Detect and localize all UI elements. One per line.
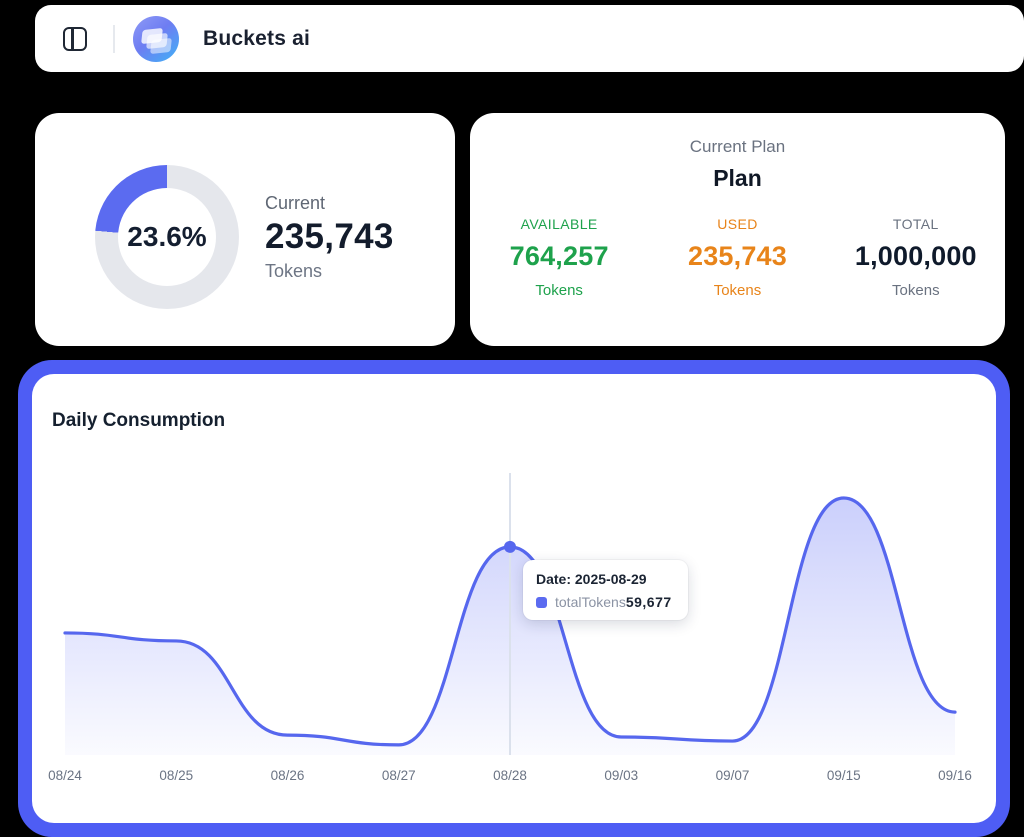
x-axis-label: 08/27 [382,768,416,783]
chart-card-highlight-border: Daily Consumption 08/24 08/25 08/26 08/27 08… [18,360,1010,837]
tooltip-series-value: 59,677 [625,594,672,610]
plan-card: Current Plan Plan AVAILABLE 764,257 Toke… [470,113,1005,346]
x-axis-label: 09/07 [716,768,750,783]
topbar: Buckets ai [35,5,1024,72]
highlight-point-marker [504,540,516,553]
stat-used-label: USED [717,216,758,232]
stat-total-label: TOTAL [892,216,939,232]
usage-donut-chart: 23.6% [95,165,239,309]
stat-available-unit: Tokens [535,282,583,299]
logo-layer [150,37,172,54]
x-axis-label: 09/03 [604,768,638,783]
stat-used-unit: Tokens [713,282,762,299]
plan-stats-row: AVAILABLE 764,257 Tokens USED 235,743 To… [470,216,1005,299]
x-axis-label: 08/24 [48,768,82,783]
plan-title: Plan [713,165,762,191]
app-logo-icon [133,15,179,62]
stat-used-value: 235,743 [687,241,787,271]
sidebar-toggle-icon [71,28,74,49]
tooltip-series-name: totalTokens [555,594,626,610]
sidebar-toggle-button[interactable] [63,26,87,51]
usage-current-label: Current [265,193,326,213]
topbar-divider [113,24,115,53]
stat-used: USED 235,743 Tokens [648,216,826,299]
tooltip-date: Date: 2025-08-29 [536,571,647,587]
stat-total-value: 1,000,000 [854,241,977,271]
usage-card: 23.6% Current 235,743 Tokens [35,113,455,346]
x-axis-label: 09/15 [827,768,861,783]
chart-title: Daily Consumption [52,410,226,431]
x-axis-label: 08/28 [493,768,527,783]
app-title: Buckets ai [203,26,311,50]
consumption-chart[interactable]: 08/24 08/25 08/26 08/27 08/28 09/03 09/07 09/15… [32,374,996,823]
donut-hole: 23.6% [118,188,216,286]
stat-available-label: AVAILABLE [520,216,598,232]
donut-percent-label: 23.6% [127,221,207,252]
stat-available: AVAILABLE 764,257 Tokens [470,216,648,299]
chart-card: Daily Consumption 08/24 08/25 08/26 08/27 08… [32,374,996,823]
stat-total: TOTAL 1,000,000 Tokens [827,216,1005,299]
x-axis-label: 08/26 [271,768,305,783]
x-axis-label: 09/16 [938,768,972,783]
usage-current-unit: Tokens [265,261,323,281]
x-axis-label: 08/25 [159,768,193,783]
usage-current-value: 235,743 [265,217,394,256]
stat-available-value: 764,257 [509,241,609,271]
plan-subtitle: Current Plan [689,137,786,156]
stat-total-unit: Tokens [892,282,940,299]
tooltip-series-swatch-icon [536,596,547,608]
chart-tooltip: Date: 2025-08-29 totalTokens 59,677 [523,560,688,620]
